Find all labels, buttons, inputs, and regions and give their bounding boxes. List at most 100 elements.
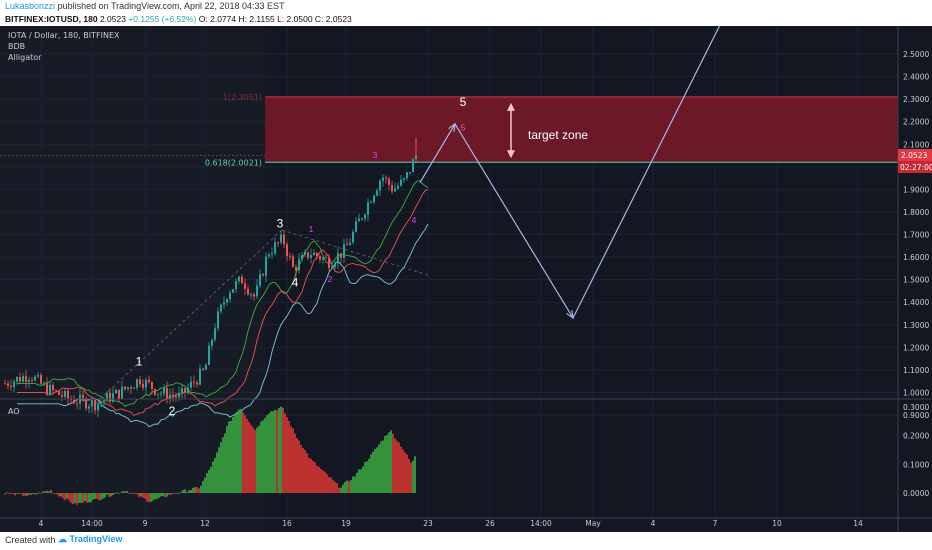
ao-bar xyxy=(142,493,144,498)
ao-bar xyxy=(118,493,120,494)
tradingview-logo[interactable]: ☁ TradingView xyxy=(58,534,123,544)
x-tick-label: 14:00 xyxy=(81,519,103,528)
ao-bar xyxy=(320,468,322,493)
candle-body xyxy=(100,401,102,404)
candle-body xyxy=(124,386,126,390)
ao-bar xyxy=(178,492,180,494)
author-link[interactable]: Lukasbonzzi xyxy=(5,1,56,11)
ao-bar xyxy=(174,493,176,494)
channel-line xyxy=(281,229,429,276)
candle-body xyxy=(319,256,321,260)
candle-body xyxy=(397,185,399,189)
ao-bar xyxy=(394,438,396,493)
ao-bar xyxy=(114,493,116,494)
ao-histogram xyxy=(4,406,416,505)
ao-bar xyxy=(76,493,78,505)
ao-bar xyxy=(404,452,406,493)
ao-bar xyxy=(62,493,64,499)
candle-body xyxy=(25,376,27,382)
ao-bar xyxy=(216,452,218,493)
ao-bar xyxy=(316,465,318,493)
candle-body xyxy=(226,299,228,303)
ao-bar xyxy=(236,411,238,493)
ao-bar xyxy=(22,493,24,496)
wave-label-secondary: 3 xyxy=(373,150,378,160)
low: L: 2.0500 xyxy=(277,14,313,24)
ao-bar xyxy=(134,493,136,495)
brand-name: TradingView xyxy=(69,534,123,544)
candle-body xyxy=(250,294,252,296)
ao-bar xyxy=(390,430,392,493)
ao-bar xyxy=(168,493,170,495)
candle-body xyxy=(274,242,276,254)
candle-body xyxy=(313,252,315,256)
candle-body xyxy=(409,171,411,173)
ao-bar xyxy=(138,493,140,498)
candle-body xyxy=(412,159,414,172)
y-tick-label: 1.5000 xyxy=(903,276,929,285)
ao-bar xyxy=(272,411,274,493)
ao-bar xyxy=(96,493,98,499)
ao-bar xyxy=(256,427,258,493)
ao-bar xyxy=(378,444,380,493)
candle-body xyxy=(364,214,366,219)
candle-body xyxy=(388,178,390,185)
ao-bar xyxy=(54,493,56,494)
ao-bar xyxy=(102,493,104,499)
projection-line xyxy=(419,123,456,183)
candle-body xyxy=(109,392,111,402)
ao-bar xyxy=(208,469,210,493)
ao-bar xyxy=(110,493,112,497)
legend-title: IOTA / Dollar, 180, BITFINEX xyxy=(8,31,120,40)
price-chart[interactable]: 0.618(2.0021)1(2.3051)target zone 123451… xyxy=(0,26,932,532)
zone-arrow-up xyxy=(507,102,515,111)
ao-bar xyxy=(336,483,338,493)
candle-body xyxy=(394,188,396,192)
wave-label-primary: 5 xyxy=(460,95,467,109)
ao-bar xyxy=(328,477,330,493)
ao-bar xyxy=(412,460,414,493)
ao-bar xyxy=(338,487,340,493)
chart-header: Lukasbonzzi published on TradingView.com… xyxy=(0,0,932,26)
ao-bar xyxy=(250,424,252,493)
high: H: 2.1155 xyxy=(238,14,275,24)
arrowhead xyxy=(448,122,456,132)
candle-body xyxy=(154,388,156,395)
ao-bar xyxy=(32,493,34,494)
ao-bar xyxy=(292,428,294,493)
y-tick-label: 1.0000 xyxy=(903,388,929,397)
candle-body xyxy=(178,392,180,398)
candle-body xyxy=(373,195,375,203)
channel-line xyxy=(94,229,283,404)
arrowhead xyxy=(566,309,574,320)
ao-bar xyxy=(348,481,350,493)
ao-bar xyxy=(392,433,394,493)
candle-body xyxy=(127,387,129,390)
candle-body xyxy=(307,251,309,258)
ao-bar xyxy=(254,429,256,493)
ao-bar xyxy=(164,493,166,498)
candle-body xyxy=(343,244,345,258)
ao-bar xyxy=(82,493,84,503)
candle-body xyxy=(112,393,114,402)
ao-bar xyxy=(26,493,28,496)
candle-body xyxy=(181,388,183,393)
candle-body xyxy=(220,304,222,312)
ao-bar xyxy=(176,492,178,494)
countdown-bg xyxy=(898,161,932,174)
ao-bar xyxy=(360,469,362,493)
candle-body xyxy=(379,180,381,191)
y-tick-label: 2.5000 xyxy=(903,50,929,59)
ao-bar xyxy=(330,477,332,493)
target-zone-label: target zone xyxy=(528,128,588,142)
publish-line: Lukasbonzzi published on TradingView.com… xyxy=(5,1,285,11)
ao-bar xyxy=(312,460,314,493)
candle-body xyxy=(358,218,360,222)
legend-ao: AO xyxy=(8,407,20,416)
publish-text: published on TradingView.com, April 22, … xyxy=(57,1,285,11)
y-tick-label: 1.1000 xyxy=(903,366,929,375)
candle-body xyxy=(205,364,207,370)
candle-body xyxy=(346,244,348,246)
ao-bar xyxy=(148,493,150,503)
ao-bar xyxy=(240,408,242,493)
